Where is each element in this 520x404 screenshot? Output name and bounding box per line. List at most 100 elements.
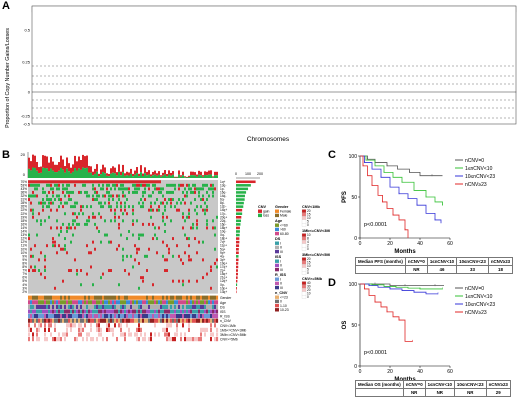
heatmap-cell	[136, 251, 138, 255]
row-cytoband: Xq-	[220, 233, 225, 237]
legend-item-label: I	[280, 259, 281, 263]
annotation-cell	[74, 327, 77, 332]
heatmap-cell	[202, 258, 204, 262]
heatmap-cell	[212, 187, 214, 191]
heatmap-cell	[50, 226, 52, 230]
heatmap-cell	[214, 247, 216, 251]
legend-gradient-step	[301, 212, 307, 217]
annotation-cell	[74, 300, 77, 305]
annotation-cell	[130, 323, 133, 328]
annotation-cell	[116, 309, 119, 314]
annotation-cell	[160, 332, 163, 337]
heatmap-cell	[70, 226, 72, 230]
legend-swatch	[275, 209, 279, 213]
heatmap-cell	[158, 190, 160, 194]
pfs-table-cell-4: 18	[487, 265, 514, 274]
heatmap-cell	[182, 212, 184, 216]
annotation-cell	[30, 318, 33, 323]
heatmap-cell	[84, 190, 86, 194]
annotation-cell	[212, 318, 215, 323]
annotation-cell	[158, 304, 161, 309]
top-loss-bar	[126, 175, 128, 178]
heatmap-cell	[210, 286, 212, 290]
annotation-cell	[202, 332, 205, 337]
annotation-cell	[74, 309, 77, 314]
heatmap-cell	[38, 269, 40, 272]
annotation-cell	[78, 332, 81, 337]
annotation-cell	[82, 300, 85, 305]
heatmap-cell	[152, 222, 154, 226]
top-gain-bar	[102, 164, 104, 173]
heatmap-cell	[102, 187, 104, 191]
heatmap-cell	[80, 283, 82, 287]
top-gain-bar	[128, 172, 130, 176]
annotation-cell	[62, 318, 65, 323]
annotation-cell	[50, 323, 53, 328]
heatmap-cell	[186, 183, 188, 187]
annotation-cell	[214, 323, 217, 328]
annotation-cell	[212, 304, 215, 309]
annotation-cell	[54, 337, 57, 342]
row-percent: 53%	[21, 183, 28, 187]
heatmap-cell	[200, 187, 202, 191]
row-percent: 43%	[21, 187, 28, 191]
heatmap-cell	[182, 190, 184, 194]
annotation-track-label: Age	[220, 301, 226, 305]
annotation-cell	[154, 300, 157, 305]
top-loss-bar	[94, 173, 96, 178]
annotation-cell	[178, 309, 181, 314]
km-legend-label: nCNV≥23	[465, 310, 487, 316]
legend-swatch	[275, 231, 279, 236]
annotation-cell	[148, 337, 151, 342]
annotation-cell	[96, 309, 99, 314]
heatmap-cell	[52, 244, 54, 248]
annotation-cell	[74, 318, 77, 323]
heatmap-cell	[78, 212, 80, 216]
heatmap-cell	[88, 251, 90, 255]
row-percent: 4%	[22, 283, 27, 287]
annotation-cell	[206, 332, 209, 337]
annotation-cell	[32, 327, 35, 332]
annotation-cell	[200, 323, 203, 328]
heatmap-cell	[188, 183, 190, 187]
heatmap-cell	[40, 251, 42, 255]
annotation-cell	[52, 314, 55, 319]
heatmap-cell	[188, 187, 190, 191]
annotation-cell	[66, 332, 69, 337]
annotation-cell	[184, 323, 187, 328]
heatmap-cell	[154, 183, 156, 187]
annotation-cell	[46, 327, 49, 332]
row-frequency-bar	[236, 191, 247, 194]
pfs-median-table: Median PFS (months) nCNV=0 1≤nCNV<10 10≤…	[355, 257, 514, 274]
heatmap-cell	[44, 201, 46, 205]
annotation-cell	[36, 332, 39, 337]
heatmap-cell	[58, 244, 60, 248]
annotation-cell	[74, 337, 77, 342]
annotation-cell	[52, 318, 55, 323]
annotation-cell	[152, 300, 155, 305]
annotation-cell	[132, 323, 135, 328]
heatmap-cell	[206, 190, 208, 194]
annotation-cell	[200, 304, 203, 309]
annotation-cell	[98, 295, 101, 300]
annotation-cell	[118, 304, 121, 309]
heatmap-cell	[178, 198, 180, 201]
top-gain-bar	[166, 174, 168, 177]
annotation-cell	[128, 295, 131, 300]
annotation-cell	[100, 314, 103, 319]
top-gain-bar	[60, 155, 62, 168]
annotation-cell	[98, 300, 101, 305]
annotation-cell	[68, 318, 71, 323]
panel-a-ytick: -0.5	[23, 122, 31, 127]
row-percent: 7%	[22, 269, 27, 273]
row-percent: 32%	[21, 194, 28, 198]
top-gain-bar	[32, 154, 34, 168]
annotation-cell	[42, 332, 45, 337]
top-loss-bar	[54, 172, 56, 178]
annotation-cell	[178, 318, 181, 323]
annotation-cell	[194, 332, 197, 337]
annotation-cell	[92, 300, 95, 305]
row-cytoband: 9p+	[220, 251, 226, 255]
annotation-cell	[92, 327, 95, 332]
annotation-cell	[152, 314, 155, 319]
